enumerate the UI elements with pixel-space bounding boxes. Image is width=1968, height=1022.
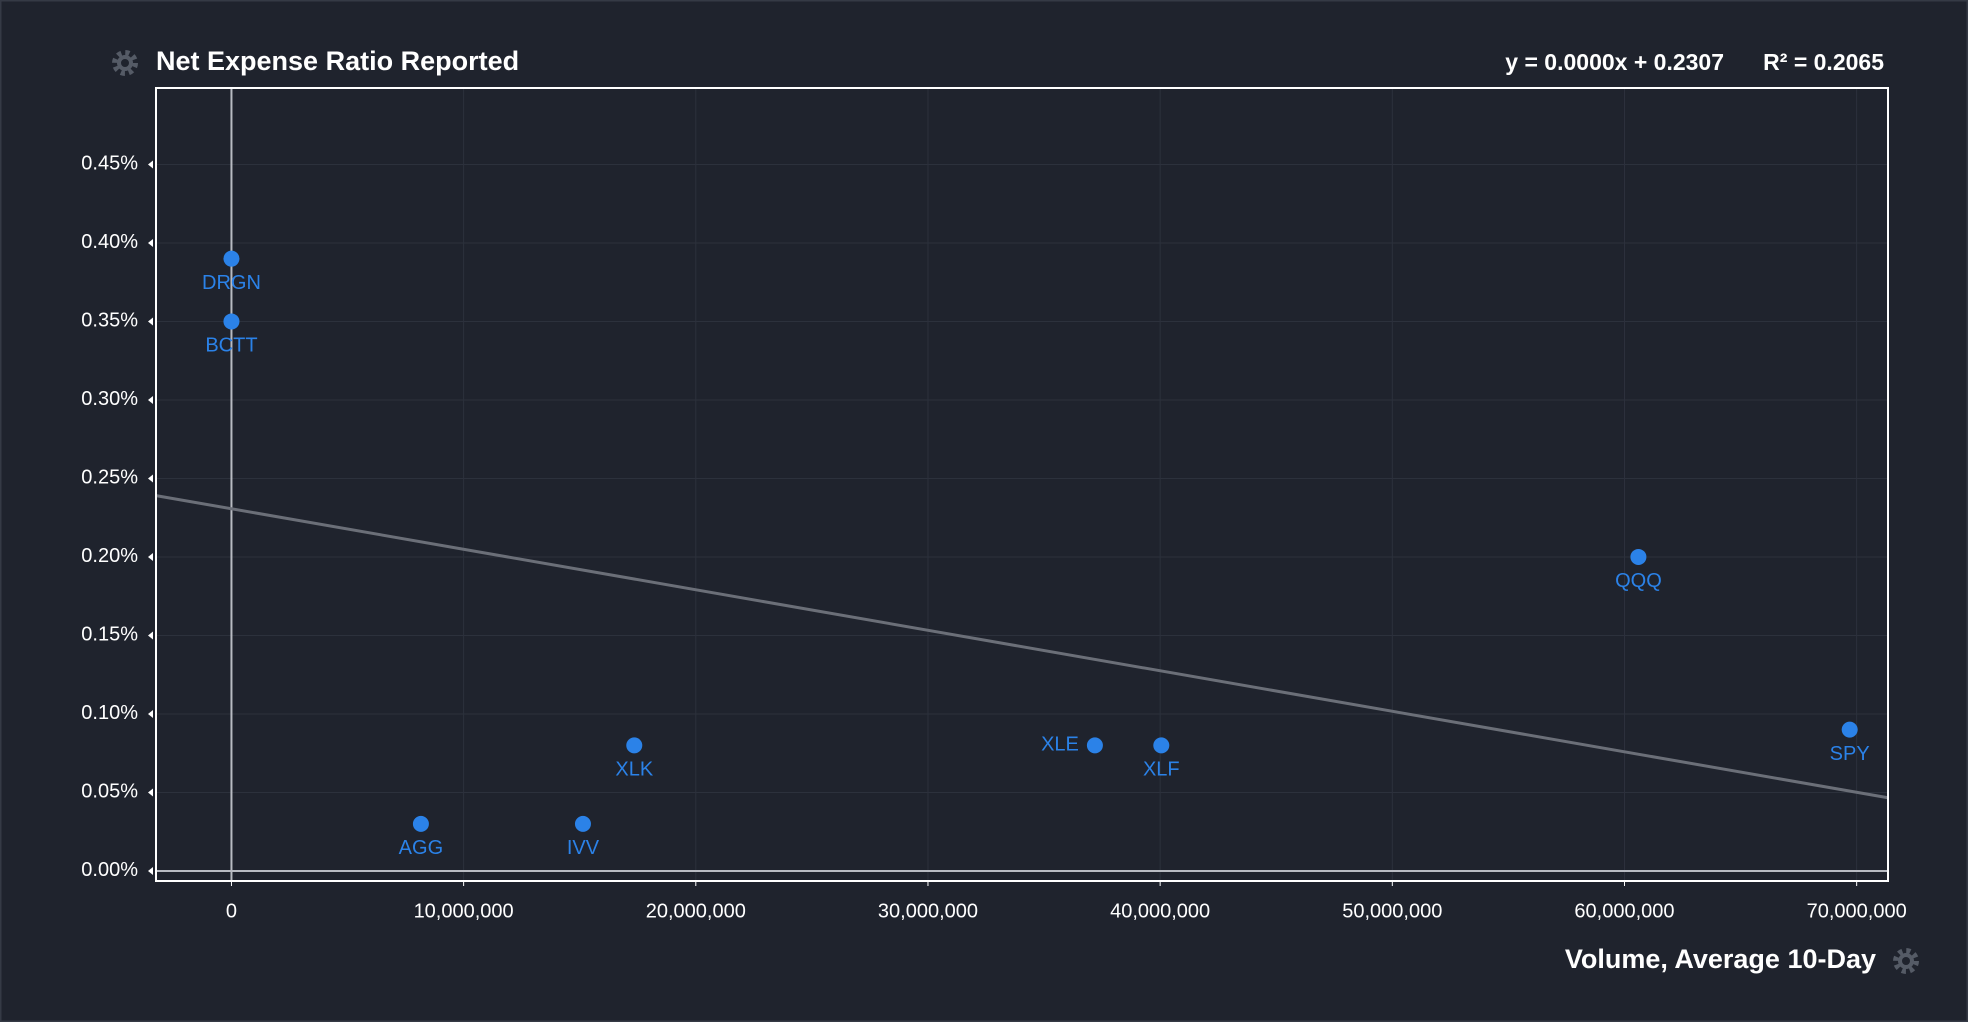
plot-border	[155, 87, 1889, 882]
y-tick-label: 0.10%	[81, 702, 138, 724]
y-tick-label: 0.25%	[81, 467, 138, 489]
point[interactable]	[223, 313, 240, 330]
point-label: QQQ	[1615, 570, 1662, 592]
point[interactable]	[574, 815, 591, 832]
point[interactable]	[626, 737, 643, 754]
y-tick-mark	[148, 238, 153, 247]
x-tick-label: 30,000,000	[878, 900, 978, 922]
y-tick-mark	[148, 709, 153, 718]
settings-icon[interactable]	[1893, 948, 1919, 974]
x-tick-label: 10,000,000	[414, 900, 514, 922]
y-tick-label: 0.45%	[81, 153, 138, 175]
x-tick-label: 40,000,000	[1110, 900, 1210, 922]
y-tick-label: 0.00%	[81, 859, 138, 881]
point[interactable]	[1841, 721, 1858, 738]
y-tick-label: 0.15%	[81, 624, 138, 646]
y-tick-mark	[148, 631, 153, 640]
point-label: SPY	[1830, 743, 1870, 765]
x-tick-label: 70,000,000	[1807, 900, 1907, 922]
point-label: DRGN	[202, 272, 261, 294]
point[interactable]	[1086, 737, 1103, 754]
point[interactable]	[223, 250, 240, 267]
x-tick-label: 50,000,000	[1342, 900, 1442, 922]
y-tick-mark	[148, 160, 153, 169]
x-tick-label: 20,000,000	[646, 900, 746, 922]
x-tick-label: 0	[226, 900, 237, 922]
settings-icon[interactable]	[112, 50, 138, 76]
y-tick-label: 0.30%	[81, 388, 138, 410]
r-squared: R² = 0.2065	[1763, 49, 1884, 75]
point[interactable]	[1630, 548, 1647, 565]
y-tick-mark	[148, 317, 153, 326]
trendline-equation: y = 0.0000x + 0.2307	[1505, 49, 1724, 75]
y-tick-mark	[148, 395, 153, 404]
point-label: IVV	[567, 837, 600, 859]
point-label: XLK	[615, 759, 653, 781]
y-tick-label: 0.40%	[81, 231, 138, 253]
y-tick-label: 0.20%	[81, 545, 138, 567]
point-label: XLE	[1041, 734, 1079, 756]
point-label: XLF	[1143, 759, 1180, 781]
trendline	[155, 494, 1889, 800]
point-label: BCTT	[205, 335, 257, 357]
x-tick-label: 60,000,000	[1574, 900, 1674, 922]
point-label: AGG	[399, 837, 443, 859]
y-tick-label: 0.35%	[81, 310, 138, 332]
point[interactable]	[1153, 737, 1170, 754]
y-tick-mark	[148, 474, 153, 483]
y-tick-label: 0.05%	[81, 781, 138, 803]
x-axis-title: Volume, Average 10-Day	[1565, 944, 1876, 974]
point[interactable]	[412, 815, 429, 832]
y-tick-mark	[148, 788, 153, 797]
y-tick-mark	[148, 866, 153, 875]
y-tick-mark	[148, 552, 153, 561]
chart-title: Net Expense Ratio Reported	[156, 46, 519, 76]
